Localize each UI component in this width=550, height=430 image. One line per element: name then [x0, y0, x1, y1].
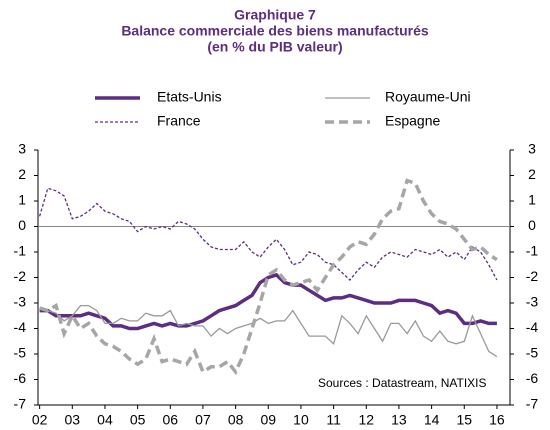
x-tick-label: 15	[456, 412, 472, 428]
y-tick-label: -7	[14, 396, 27, 412]
y2-tick-label: -7	[526, 396, 539, 412]
y2-tick-label: -3	[526, 294, 539, 310]
x-tick-label: 09	[260, 412, 276, 428]
x-tick-label: 03	[65, 412, 81, 428]
series-line	[39, 178, 498, 376]
legend-label: France	[157, 113, 201, 129]
y2-tick-label: 3	[528, 141, 536, 157]
y2-tick-label: 2	[528, 166, 536, 182]
y2-tick-label: -1	[526, 243, 539, 259]
y-tick-label: -6	[14, 370, 27, 386]
series-line	[38, 187, 498, 281]
y2-tick-label: 0	[528, 217, 536, 233]
y2-tick-label: -2	[526, 268, 539, 284]
x-tick-label: 16	[489, 412, 505, 428]
x-tick-label: 07	[195, 412, 211, 428]
x-tick-label: 12	[358, 412, 374, 428]
x-tick-label: 04	[97, 412, 113, 428]
y-tick-label: -1	[14, 243, 27, 259]
legend-label: Espagne	[385, 113, 440, 129]
annotation: Sources : Datastream, NATIXIS	[318, 376, 487, 390]
y2-tick-label: 1	[528, 192, 536, 208]
y-tick-label: -3	[14, 294, 27, 310]
chart-title: Balance commerciale des biens manufactur…	[121, 23, 429, 39]
y2-tick-label: -4	[526, 319, 539, 335]
y-tick-label: -2	[14, 268, 27, 284]
x-tick-label: 02	[32, 412, 48, 428]
x-tick-label: 11	[326, 412, 341, 428]
x-tick-label: 06	[163, 412, 179, 428]
y-tick-label: -5	[14, 345, 27, 361]
x-tick-label: 10	[293, 412, 309, 428]
x-tick-label: 05	[130, 412, 146, 428]
y-tick-label: 0	[18, 217, 26, 233]
legend-label: Etats-Unis	[157, 89, 222, 105]
x-tick-label: 14	[424, 412, 440, 428]
y-tick-label: -4	[14, 319, 27, 335]
chart-title: Graphique 7	[234, 7, 316, 23]
y-tick-label: 1	[18, 192, 26, 208]
y-tick-label: 3	[18, 141, 26, 157]
y2-tick-label: -6	[526, 370, 539, 386]
x-tick-label: 13	[391, 412, 407, 428]
chart-title: (en % du PIB valeur)	[207, 39, 342, 55]
y-tick-label: 2	[18, 166, 26, 182]
series-line	[39, 272, 497, 331]
y2-tick-label: -5	[526, 345, 539, 361]
legend-label: Royaume-Uni	[385, 89, 471, 105]
series-line	[39, 304, 498, 358]
x-tick-label: 08	[228, 412, 244, 428]
